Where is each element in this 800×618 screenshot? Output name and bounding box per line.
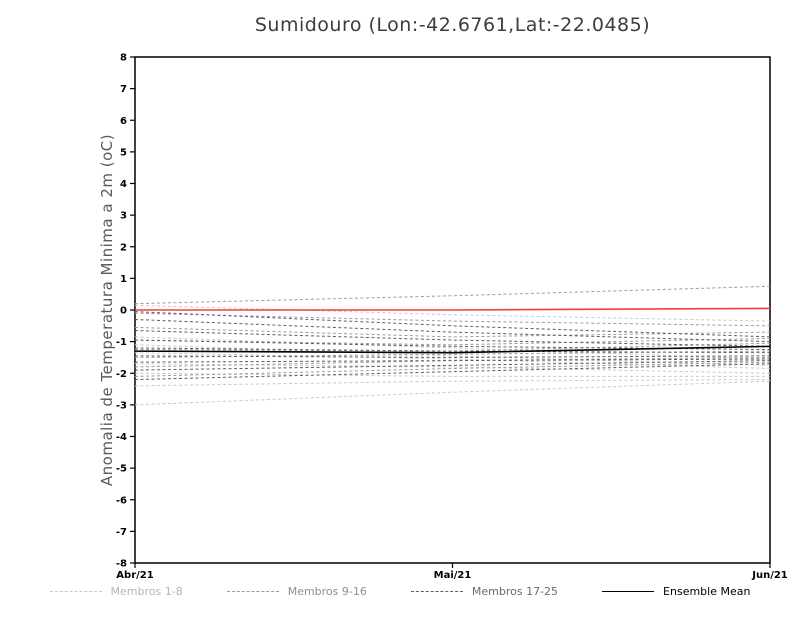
x-tick-label: Abr/21 bbox=[116, 570, 153, 581]
line-membro-17 bbox=[134, 311, 771, 338]
y-tick-label: -4 bbox=[116, 432, 127, 443]
line-ensemble-mean bbox=[134, 345, 771, 354]
legend-item: Membros 1-8 bbox=[49, 585, 183, 598]
y-tick-label: 7 bbox=[120, 84, 127, 95]
y-tick-label: 5 bbox=[120, 147, 127, 158]
y-tick-label: -5 bbox=[116, 464, 127, 475]
legend-line-sample bbox=[410, 591, 463, 592]
line-membro-6 bbox=[134, 379, 771, 387]
legend-line-sample bbox=[49, 591, 102, 592]
line-membro-21 bbox=[134, 347, 771, 354]
line-membro-22 bbox=[134, 355, 771, 358]
chart-title: Sumidouro (Lon:-42.6761,Lat:-22.0485) bbox=[254, 14, 651, 36]
line-membro-24 bbox=[134, 360, 771, 371]
y-tick-label: -2 bbox=[116, 369, 127, 380]
y-tick-label: -3 bbox=[116, 400, 127, 411]
line-membro-19 bbox=[134, 330, 771, 347]
line-membro-3 bbox=[134, 352, 771, 370]
chart-legend: Membros 1-8 Membros 9-16 Membros 17-25 Ense… bbox=[0, 585, 800, 598]
line-membro-25 bbox=[134, 363, 771, 381]
y-tick-label: -7 bbox=[116, 527, 127, 538]
line-membro-9 bbox=[134, 285, 771, 305]
legend-line-sample bbox=[226, 591, 279, 592]
line-membro-15 bbox=[134, 356, 771, 368]
legend-label: Ensemble Mean bbox=[663, 585, 751, 598]
line-membro-1 bbox=[134, 304, 771, 322]
line-membro-18 bbox=[134, 318, 771, 343]
line-membro-23 bbox=[134, 358, 771, 363]
legend-item: Membros 17-25 bbox=[410, 585, 559, 598]
legend-line-sample bbox=[602, 591, 655, 592]
legend-label: Membros 9-16 bbox=[287, 585, 367, 598]
line-membro-11 bbox=[134, 326, 771, 338]
y-tick-label: -1 bbox=[116, 337, 127, 348]
line-membro-16 bbox=[134, 361, 771, 377]
legend-label: Membros 17-25 bbox=[471, 585, 559, 598]
legend-item: Ensemble Mean bbox=[602, 585, 750, 598]
line-membro-7 bbox=[134, 380, 771, 406]
legend-item: Membros 9-16 bbox=[226, 585, 367, 598]
y-tick-label: 0 bbox=[120, 306, 127, 317]
y-tick-label: 6 bbox=[120, 116, 127, 127]
y-tick-label: 1 bbox=[120, 274, 127, 285]
x-tick-label: Jun/21 bbox=[751, 570, 788, 581]
line-membro-2 bbox=[134, 336, 771, 360]
y-tick-label: 4 bbox=[120, 179, 127, 190]
line-membro-10 bbox=[134, 312, 771, 327]
y-tick-label: 2 bbox=[120, 242, 127, 253]
line-membro-5 bbox=[134, 372, 770, 377]
x-tick-label: Mai/21 bbox=[434, 570, 472, 581]
y-tick-label: -8 bbox=[116, 559, 127, 570]
line-zero-reference bbox=[135, 307, 771, 311]
line-membro-13 bbox=[134, 342, 771, 352]
y-tick-label: 3 bbox=[120, 211, 127, 222]
legend-label: Membros 1-8 bbox=[110, 585, 183, 598]
line-membro-12 bbox=[134, 337, 771, 346]
y-tick-label: 8 bbox=[120, 53, 127, 64]
y-tick-label: -6 bbox=[116, 495, 127, 506]
